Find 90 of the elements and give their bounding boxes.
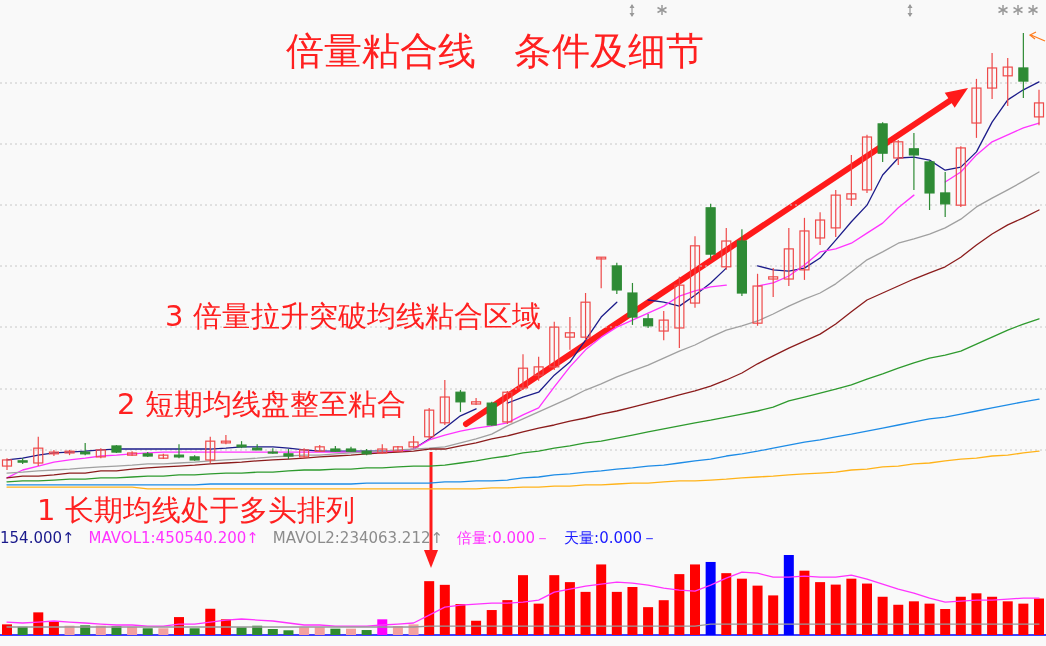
bar	[142, 628, 153, 635]
candlestick	[955, 145, 966, 208]
text: 154.000↑	[0, 529, 75, 547]
bar	[518, 575, 528, 635]
bar	[862, 583, 872, 635]
candlestick	[549, 321, 560, 371]
bar	[830, 584, 841, 635]
bar	[580, 591, 591, 635]
annotation: 2 短期均线盘整至粘合	[117, 387, 406, 421]
candlestick	[971, 78, 982, 139]
bar	[439, 584, 450, 635]
bar	[658, 600, 669, 635]
bar	[564, 582, 575, 635]
candlestick	[830, 189, 841, 238]
bar	[908, 601, 919, 635]
bar	[799, 570, 810, 635]
bar	[893, 604, 904, 635]
bar	[768, 595, 779, 635]
candlestick	[424, 407, 435, 441]
bar	[1034, 598, 1044, 635]
bar	[955, 596, 966, 635]
candlestick	[783, 227, 794, 287]
candlestick	[768, 267, 779, 298]
bar	[877, 596, 888, 635]
candlestick	[1, 457, 13, 471]
candlestick	[580, 292, 591, 341]
candlestick	[721, 227, 732, 271]
bar	[940, 609, 951, 635]
text: MAVOL1:450540.200↑	[88, 529, 259, 547]
bar	[346, 628, 356, 635]
bar	[189, 628, 200, 635]
candlestick	[205, 436, 216, 464]
candlestick	[893, 139, 904, 166]
candlestick	[392, 445, 404, 453]
bar	[815, 582, 826, 635]
candlestick	[689, 235, 701, 309]
annotation: 3 倍量拉升突破均线粘合区域	[165, 299, 541, 333]
bar	[283, 630, 294, 635]
candlestick	[533, 356, 544, 382]
bar	[486, 610, 497, 635]
bar	[330, 628, 341, 635]
bar	[158, 628, 169, 635]
bar	[752, 585, 763, 635]
candlestick	[674, 276, 685, 349]
bar	[361, 630, 372, 635]
bar	[1018, 603, 1029, 635]
candlestick	[986, 52, 998, 100]
candlestick	[596, 256, 607, 289]
candlestick	[486, 401, 497, 427]
bar	[596, 564, 607, 635]
bar	[971, 593, 982, 635]
candlestick	[1033, 89, 1045, 126]
chart-title: 倍量粘合线 条件及细节	[286, 29, 704, 73]
candlestick	[470, 397, 482, 406]
bar	[2, 624, 12, 635]
text: 倍量:0.000－	[457, 529, 551, 547]
bar	[643, 607, 654, 635]
candlestick	[1002, 57, 1013, 107]
candlestick	[564, 316, 576, 351]
candlestick	[33, 436, 44, 467]
bar	[846, 578, 857, 635]
bar	[690, 564, 700, 635]
bar	[924, 603, 935, 635]
candlestick	[298, 447, 310, 459]
candlestick	[173, 443, 185, 459]
candlestick	[752, 273, 763, 327]
bar	[674, 574, 685, 635]
candlestick	[502, 390, 513, 425]
candlestick	[220, 434, 232, 445]
bar	[736, 578, 747, 635]
bar	[721, 573, 732, 635]
bar	[533, 603, 544, 635]
bar	[627, 587, 638, 635]
candlestick	[846, 154, 857, 207]
candlestick	[799, 217, 810, 281]
candlestick	[908, 132, 920, 191]
candlestick	[861, 134, 873, 194]
text: 1 长期均线处于多头排列	[37, 493, 355, 527]
candlestick	[455, 389, 466, 413]
candlestick	[439, 379, 450, 426]
bar	[1002, 601, 1013, 635]
candlestick	[940, 171, 951, 218]
candlestick	[517, 353, 529, 391]
bar	[549, 575, 560, 635]
bar	[424, 581, 435, 635]
bar	[611, 591, 622, 635]
candlestick	[814, 211, 826, 246]
candlestick	[658, 310, 669, 341]
bar	[267, 629, 278, 635]
text: 天量:0.000－	[564, 529, 658, 547]
